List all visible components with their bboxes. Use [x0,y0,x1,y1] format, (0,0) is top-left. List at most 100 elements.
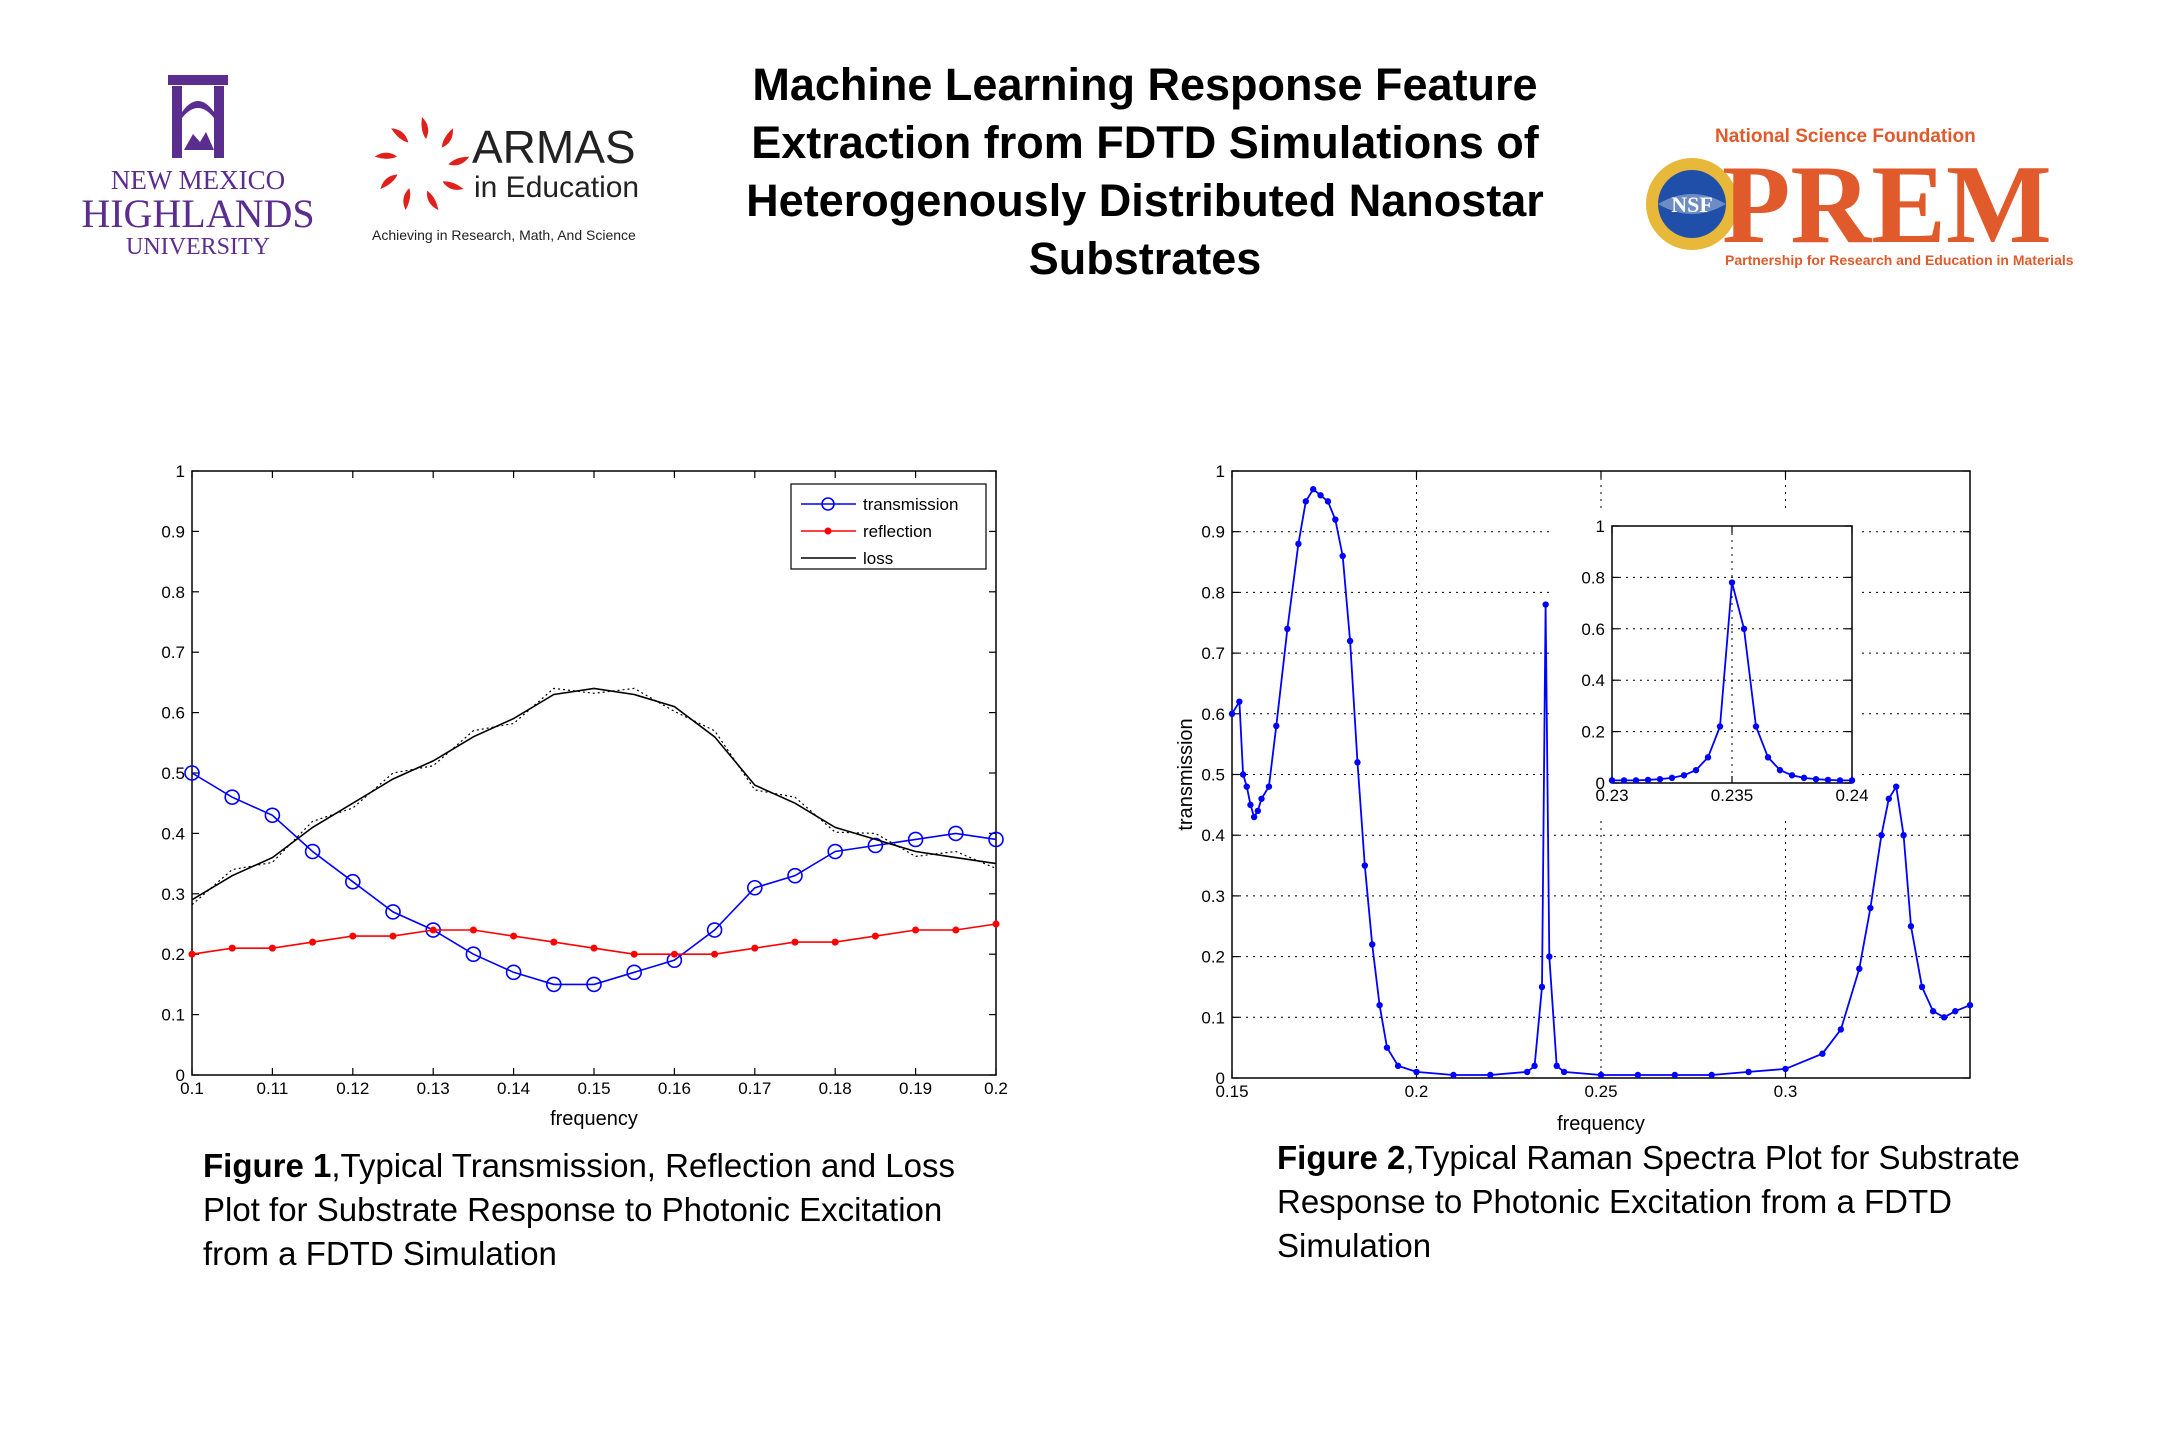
inset-data-point [1704,754,1712,761]
y-tick-label: 0.6 [1581,620,1605,639]
data-point-transmission [1878,832,1885,839]
data-point-transmission [1900,832,1907,839]
data-point-transmission [505,964,522,981]
y-tick-label: 0.2 [161,945,185,964]
series-line-transmission [191,772,997,986]
data-point-transmission [1524,1068,1531,1076]
data-point-transmission [1671,1071,1678,1079]
data-point-transmission [1273,722,1280,730]
y-tick-label: 0.3 [161,885,185,904]
nmhu-line3: UNIVERSITY [126,234,270,260]
data-point-reflection [188,950,196,958]
data-point-transmission [1309,486,1317,493]
data-point-transmission [1893,783,1900,790]
inset-data-point [1836,777,1844,784]
x-tick-label: 0.14 [497,1079,530,1098]
data-point-transmission [1236,698,1243,705]
data-point-transmission [264,807,281,824]
data-point-transmission [1247,801,1254,809]
x-tick-label: 0.235 [1711,786,1754,805]
nmhu-line2: HIGHLANDS [81,191,314,236]
x-tick-label: 0.19 [899,1079,932,1098]
x-tick-label: 0.2 [984,1079,1008,1098]
y-tick-label: 1 [1596,517,1605,536]
data-point-transmission [1553,1062,1560,1070]
data-point-transmission [1538,983,1546,991]
data-point-transmission [304,843,321,860]
data-point-transmission [1867,904,1874,912]
data-point-transmission [1324,498,1332,505]
figure-2-text: ,Typical Raman Spectra Plot for Substrat… [1277,1139,2020,1264]
y-tick-label: 0.8 [161,583,185,602]
data-point-reflection [389,932,397,940]
data-point-transmission [1782,1065,1789,1073]
data-point-transmission [907,831,924,848]
data-point-transmission [1966,1001,1974,1009]
data-point-transmission [1597,1071,1605,1079]
data-point-transmission [1332,516,1339,523]
data-point-reflection [791,938,799,946]
data-point-transmission [1295,540,1302,548]
data-point-transmission [545,976,562,993]
y-tick-label: 0 [176,1066,185,1085]
data-point-transmission [1885,795,1893,802]
data-point-transmission [1394,1062,1402,1070]
inset-data-point [1728,579,1736,586]
figure-1-text: ,Typical Transmission, Reflection and Lo… [203,1147,955,1272]
data-point-transmission [947,825,964,842]
inset-data-point [1776,766,1784,774]
data-point-reflection [831,938,839,946]
y-tick-label: 0.1 [161,1006,185,1025]
series-line-loss [191,687,997,901]
data-point-reflection [469,926,477,934]
data-point-reflection [268,944,276,952]
data-point-transmission [1354,759,1361,766]
data-point-reflection [309,938,317,946]
data-point-transmission [1837,1026,1845,1033]
nsf-prem-logo: NSF National Science Foundation PREM Par… [1646,126,2074,268]
data-point-transmission [1250,813,1258,821]
y-tick-label: 0 [1216,1069,1225,1088]
y-tick-label: 0.1 [1201,1008,1225,1027]
data-point-transmission [586,976,602,993]
data-point-reflection [349,932,357,940]
inset-data-point [1608,777,1616,784]
title-line: Extraction from FDTD Simulations of [751,117,1539,168]
y-tick-label: 0.4 [1201,826,1225,845]
data-point-transmission [1546,953,1553,960]
data-point-transmission [1302,498,1309,505]
data-point-transmission [1361,862,1369,869]
legend-label-transmission: transmission [863,495,958,514]
figure-2-label: Figure 2 [1277,1139,1406,1176]
data-point-transmission [1228,710,1236,717]
data-point-transmission [1376,1001,1383,1009]
data-point-transmission [787,867,803,884]
data-point-reflection [590,944,598,952]
x-tick-label: 0.17 [738,1079,771,1098]
data-point-reflection [510,932,518,940]
title-line: Substrates [1028,233,1262,284]
data-point-transmission [1542,601,1549,608]
data-point-transmission [1531,1062,1538,1070]
inset-data-point [1668,774,1676,782]
data-point-transmission [1243,783,1250,790]
y-tick-label: 0.6 [161,704,185,723]
x-tick-label: 0.15 [577,1079,610,1098]
data-point-reflection [992,920,1000,928]
data-point-transmission [1369,941,1376,948]
inset-data-point [1656,775,1664,783]
data-point-transmission [1487,1071,1494,1079]
data-point-reflection [751,944,759,952]
y-tick-label: 0.7 [161,643,185,662]
x-axis-label: frequency [1557,1113,1645,1135]
x-axis-label: frequency [550,1108,638,1130]
data-point-transmission [1929,1008,1937,1015]
inset-data-point [1680,772,1688,779]
data-point-transmission [1239,771,1247,778]
inset-data-point [1752,723,1760,730]
figure-2-caption: Figure 2,Typical Raman Spectra Plot for … [1277,1136,2037,1268]
x-tick-label: 0.18 [819,1079,852,1098]
new-mexico-highlands-logo: NEW MEXICO HIGHLANDS UNIVERSITY [81,75,315,260]
inset-data-point [1740,625,1748,632]
y-tick-label: 0.4 [1581,671,1605,690]
